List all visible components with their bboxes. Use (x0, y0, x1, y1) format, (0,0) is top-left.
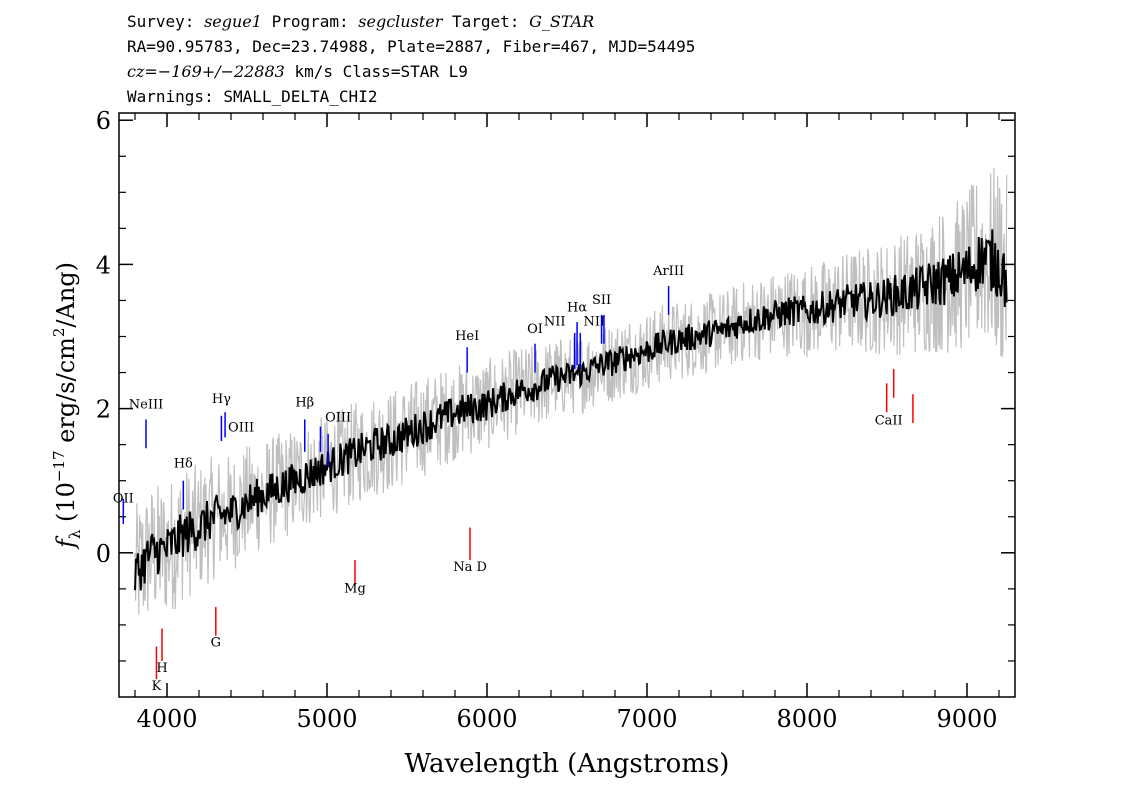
error-band-group (134, 167, 1008, 615)
x-tick-label: 4000 (136, 705, 197, 733)
error-spectrum-line (134, 167, 1008, 615)
header-line-2: RA=90.95783, Dec=23.74988, Plate=2887, F… (127, 37, 696, 56)
line-label-hδ: Hδ (174, 457, 193, 472)
x-tick-label: 9000 (936, 705, 997, 733)
program-label: Program: (271, 12, 349, 31)
redshift-value: cz=−169+/−22883 (127, 62, 285, 81)
y-tick-label: 6 (96, 107, 111, 135)
class-value: km/s Class=STAR L9 (294, 62, 468, 81)
line-label-oiii: OIII (228, 421, 254, 436)
line-label-nii: NII (544, 315, 566, 330)
line-label-h: H (156, 661, 167, 676)
x-tick-label: 7000 (616, 705, 677, 733)
line-label-hβ: Hβ (295, 395, 314, 410)
line-label-k: K (152, 679, 162, 694)
line-label-hα: Hα (567, 300, 587, 315)
line-label-oii: OII (113, 491, 134, 506)
target-label: Target: (452, 12, 520, 31)
line-label-hγ: Hγ (212, 392, 231, 407)
y-axis-label: fλ (10−17 erg/s/cm2/Ang) (50, 262, 84, 550)
x-tick-label: 5000 (296, 705, 357, 733)
line-label-hei: HeI (455, 329, 479, 344)
survey-value: segue1 (204, 12, 262, 31)
line-label-sii: SII (592, 293, 611, 308)
header-line-3: cz=−169+/−22883 km/s Class=STAR L9 (127, 62, 468, 81)
x-tick-label: 8000 (776, 705, 837, 733)
line-label-na-d: Na D (453, 560, 487, 575)
target-value: G_STAR (529, 12, 595, 31)
header-line-4: Warnings: SMALL_DELTA_CHI2 (127, 87, 378, 106)
line-label-oiii: OIII (325, 411, 351, 426)
header-line-1: Survey: segue1 Program: segcluster Targe… (127, 12, 594, 31)
line-label-oi: OI (527, 322, 543, 337)
plot-frame (118, 112, 1016, 698)
axis-ticks-group: 4000 5000 6000 7000 8000 9000 0 2 4 6 (96, 107, 1015, 733)
y-tick-label: 4 (96, 251, 111, 279)
flux-group (134, 229, 1008, 591)
line-label-g: G (211, 636, 221, 651)
line-label-nii: NII (583, 315, 605, 330)
line-label-neiii: NeIII (129, 398, 163, 413)
survey-label: Survey: (127, 12, 195, 31)
y-tick-label: 0 (96, 540, 111, 568)
x-tick-label: 6000 (456, 705, 517, 733)
x-axis-label: Wavelength (Angstroms) (405, 749, 730, 779)
program-value: segcluster (358, 12, 443, 31)
line-label-caii: CaII (875, 413, 903, 428)
line-label-ariii: ArIII (652, 264, 684, 279)
line-label-mg: Mg (344, 581, 366, 596)
flux-spectrum-line (134, 229, 1008, 591)
y-tick-label: 2 (96, 396, 111, 424)
